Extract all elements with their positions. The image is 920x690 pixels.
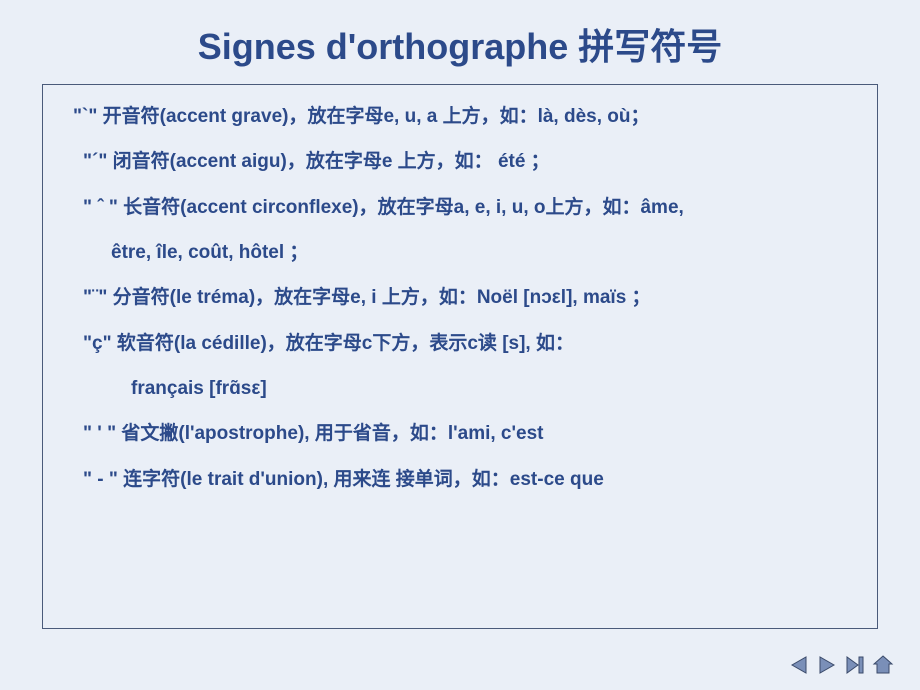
triangle-left-icon	[788, 654, 810, 676]
skip-end-icon	[844, 654, 866, 676]
last-button[interactable]	[842, 652, 868, 678]
orthography-line: "¨" 分音符(le tréma)，放在字母e, i 上方，如：Noël [nɔ…	[65, 282, 855, 313]
orthography-line: "`" 开音符(accent grave)，放在字母e, u, a 上方，如：l…	[65, 101, 855, 132]
slide-title: Signes d'orthographe 拼写符号	[0, 0, 920, 84]
content-box: "`" 开音符(accent grave)，放在字母e, u, a 上方，如：l…	[42, 84, 878, 629]
next-button[interactable]	[814, 652, 840, 678]
orthography-line: " - " 连字符(le trait d'union), 用来连 接单词，如：e…	[65, 464, 855, 495]
orthography-line: " ' " 省文撇(l'apostrophe), 用于省音，如：l'ami, c…	[65, 418, 855, 449]
orthography-line: " ˆ " 长音符(accent circonflexe)，放在字母a, e, …	[65, 192, 855, 223]
orthography-line: français [frɑ̃sε]	[65, 373, 855, 404]
orthography-line: "´" 闭音符(accent aigu)，放在字母e 上方，如： été ；	[65, 146, 855, 177]
triangle-right-icon	[816, 654, 838, 676]
prev-button[interactable]	[786, 652, 812, 678]
home-icon	[872, 654, 894, 676]
home-button[interactable]	[870, 652, 896, 678]
orthography-line: "ç" 软音符(la cédille)，放在字母c下方，表示c读 [s], 如：	[65, 328, 855, 359]
slide-nav	[786, 652, 896, 678]
orthography-line: être, île, coût, hôtel ；	[65, 237, 855, 268]
